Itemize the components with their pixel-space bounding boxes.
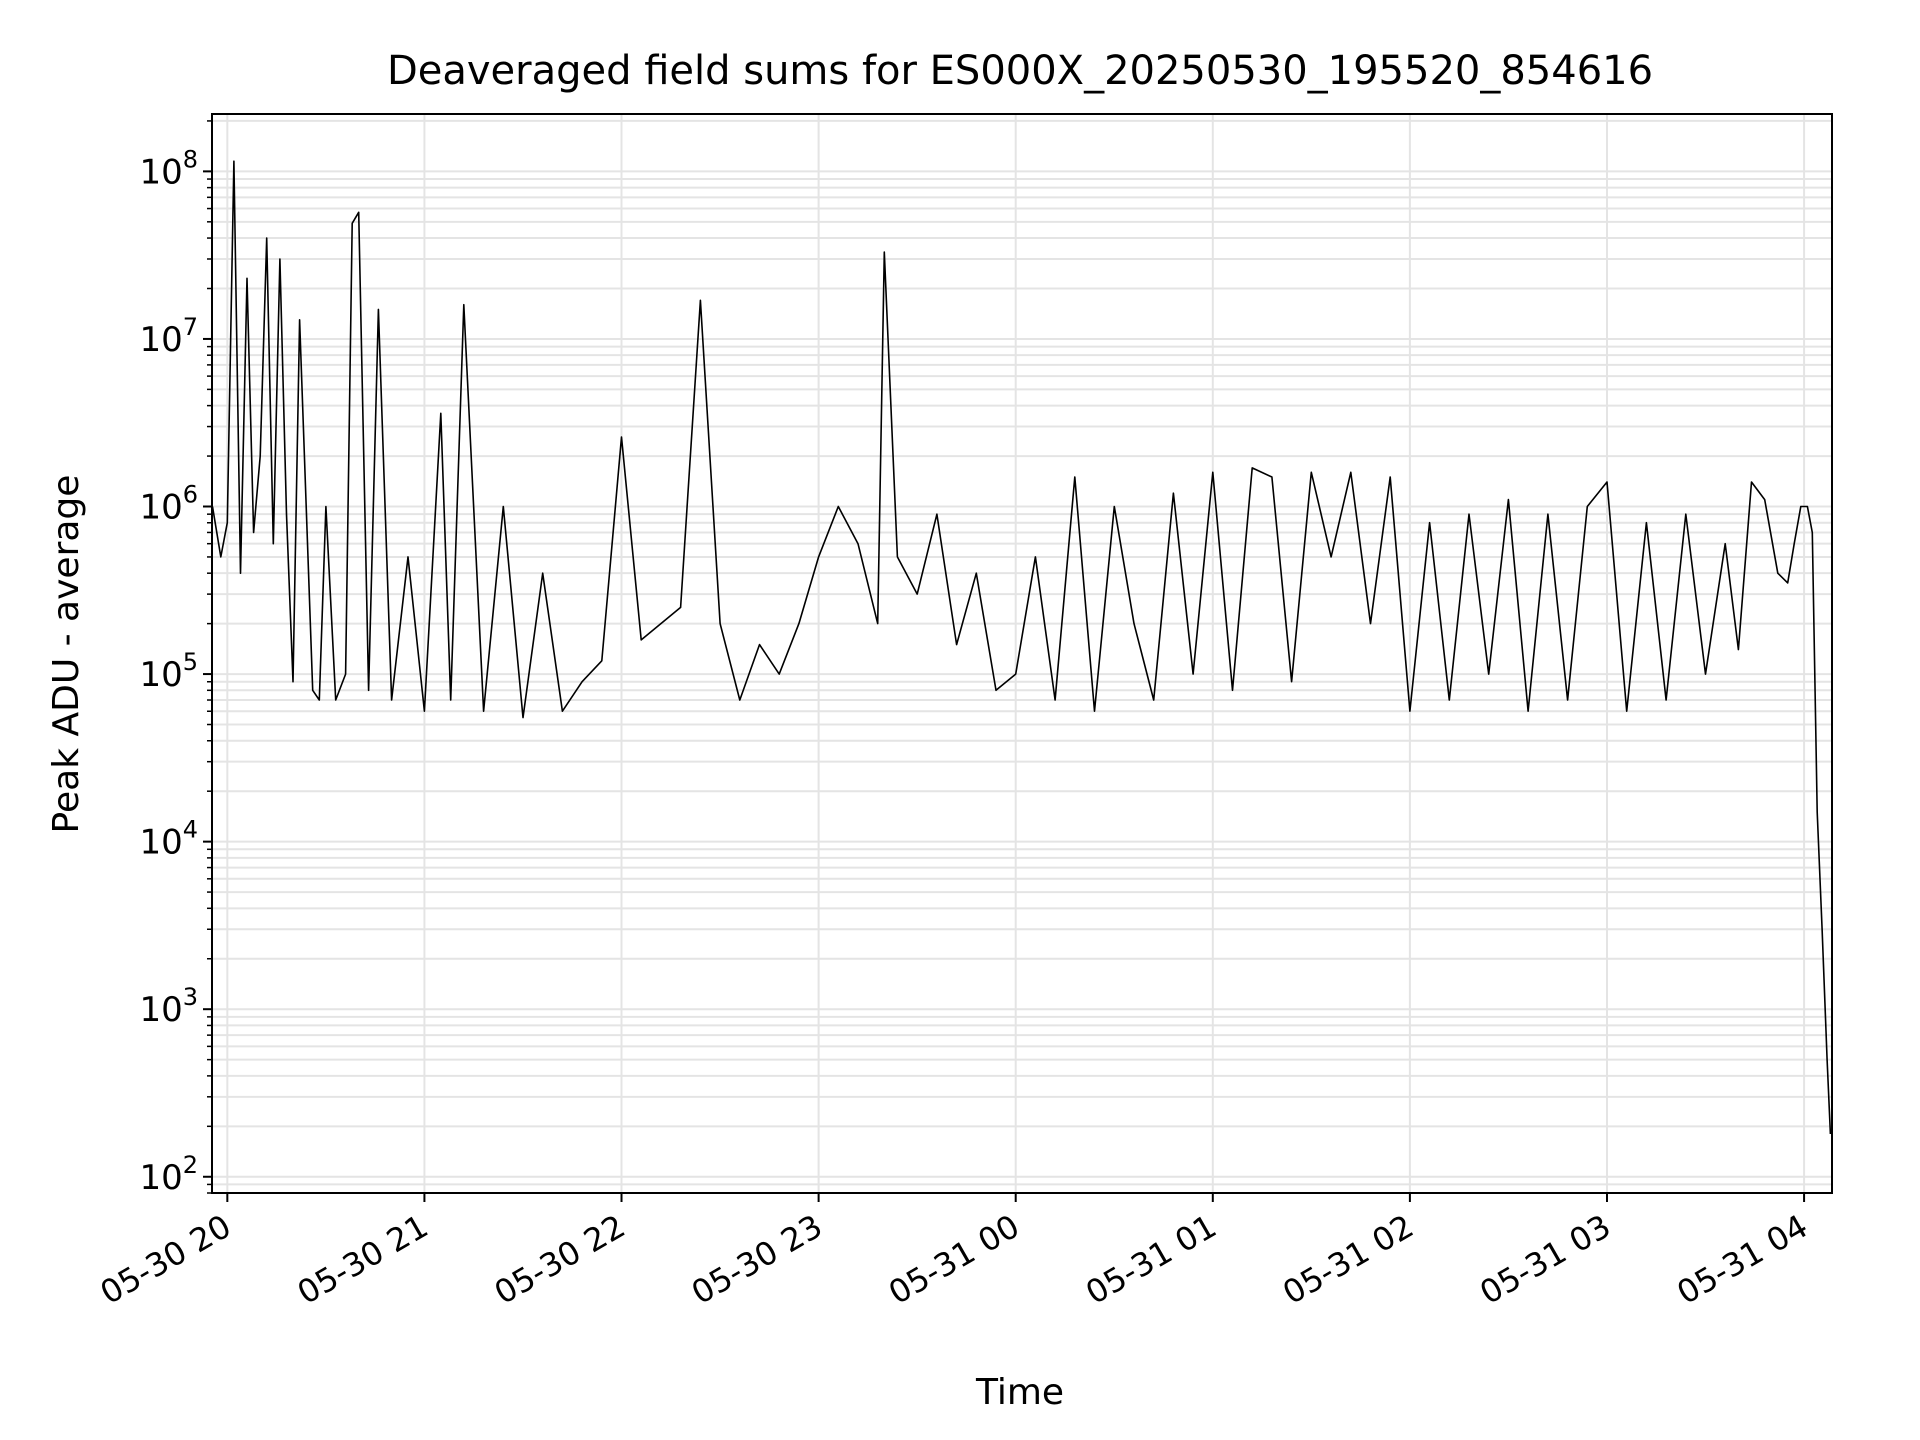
y-tick-label: 104 <box>139 816 198 863</box>
data-layer <box>211 160 1832 1135</box>
x-axis-label: Time <box>975 1372 1064 1413</box>
y-tick-label: 102 <box>139 1151 198 1198</box>
y-axis: 102 103 104 105 106 107 108 <box>139 120 212 1198</box>
y-axis-label: Peak ADU - average <box>46 475 87 834</box>
y-tick-label: 103 <box>139 983 198 1030</box>
y-tick-label: 108 <box>139 145 198 192</box>
series-line <box>211 160 1832 1135</box>
grid-layer <box>212 114 1832 1194</box>
y-tick-label: 107 <box>139 313 198 360</box>
y-tick-label: 105 <box>139 648 198 695</box>
chart-title: Deaveraged field sums for ES000X_2025053… <box>387 48 1653 94</box>
y-tick-label: 106 <box>139 481 198 528</box>
plot-frame <box>211 113 1833 1194</box>
